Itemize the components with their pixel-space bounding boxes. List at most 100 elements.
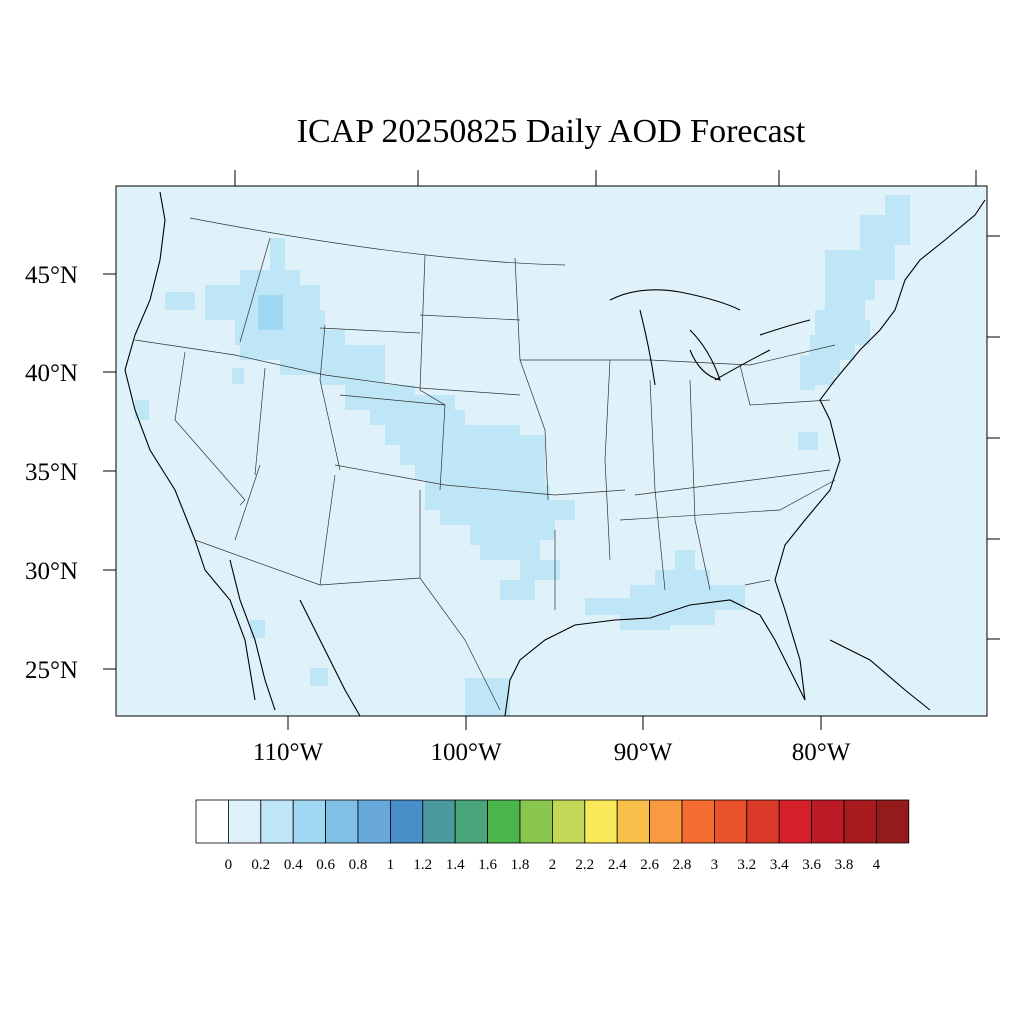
colorbar-swatch xyxy=(422,799,456,844)
colorbar-swatch xyxy=(714,799,748,844)
colorbar-label: 2.4 xyxy=(608,857,627,873)
colorbar-swatch xyxy=(454,799,489,844)
lake-huron xyxy=(689,329,721,381)
mexico-west-coast xyxy=(299,599,361,717)
lake-erie xyxy=(714,349,771,381)
colorbar-swatch xyxy=(649,799,683,844)
boundary-wy-north xyxy=(319,327,421,334)
us-canada-border xyxy=(189,217,566,266)
boundary-az-west xyxy=(234,464,261,541)
colorbar-label: 0.8 xyxy=(349,857,368,873)
colorbar-label: 3.8 xyxy=(835,857,854,873)
longitude-labels: 110°W 100°W 90°W 80°W xyxy=(253,739,851,766)
colorbar-swatch xyxy=(260,799,294,844)
colorbar-swatch xyxy=(552,799,586,844)
boundary-rio-grande xyxy=(419,577,501,711)
coastlines xyxy=(124,191,986,717)
boundary-nv-ut xyxy=(254,367,266,476)
lon-label: 100°W xyxy=(430,739,501,766)
lake-michigan xyxy=(639,309,656,386)
lat-label: 30°N xyxy=(25,558,78,585)
plume-idaho-north xyxy=(270,238,285,270)
latitude-labels: 45°N 40°N 35°N 30°N 25°N xyxy=(25,262,78,684)
colorbar-labels: 0 0.2 0.4 0.6 0.8 1 1.2 1.4 1.6 1.8 2 2.2 2.4 2.6 2.8 3… xyxy=(225,857,881,873)
colorbar-label: 4 xyxy=(873,857,881,873)
boundary-42n xyxy=(134,339,521,396)
colorbar xyxy=(195,799,910,844)
colorbar-swatch xyxy=(487,799,521,844)
colorbar-swatch xyxy=(227,799,262,844)
colorbar-swatch xyxy=(195,799,229,844)
colorbar-swatch xyxy=(292,799,327,844)
boundary-mississippi xyxy=(604,359,611,561)
colorbar-swatch xyxy=(389,799,424,844)
lon-label: 110°W xyxy=(253,739,324,766)
colorbar-swatch xyxy=(681,799,715,844)
plume-baja xyxy=(250,620,265,638)
colorbar-label: 2.8 xyxy=(673,857,692,873)
colorbar-swatch xyxy=(746,799,780,844)
colorbar-swatch xyxy=(843,799,877,844)
boundary-fl-ga xyxy=(744,579,771,586)
colorbar-label: 0 xyxy=(225,857,233,873)
lake-ontario xyxy=(759,319,811,336)
plume-northeast xyxy=(800,195,910,390)
plume-core-idaho xyxy=(258,295,283,330)
boundary-105w xyxy=(419,254,446,491)
colorbar-swatch xyxy=(778,799,813,844)
boundary-pa xyxy=(739,364,831,406)
boundary-az-nm xyxy=(319,474,336,586)
colorbar-label: 3.6 xyxy=(802,857,821,873)
colorbar-label: 0.6 xyxy=(316,857,335,873)
colorbar-swatch xyxy=(584,799,618,844)
plume-mexico xyxy=(310,668,328,686)
colorbar-label: 1.6 xyxy=(478,857,497,873)
colorbar-swatch xyxy=(357,799,391,844)
baja-coast xyxy=(229,559,276,711)
caribbean-islands xyxy=(829,639,931,711)
boundary-il-in xyxy=(649,379,666,591)
colorbar-label: 1.4 xyxy=(446,857,465,873)
lat-label: 25°N xyxy=(25,657,78,684)
colorbar-label: 2 xyxy=(549,857,557,873)
boundary-id-west xyxy=(239,237,271,343)
tick-marks xyxy=(103,170,1000,730)
colorbar-label: 3 xyxy=(711,857,719,873)
colorbar-swatch xyxy=(876,799,910,844)
boundary-mn-ia xyxy=(514,257,549,501)
plume-california xyxy=(135,400,149,420)
state-boundaries xyxy=(134,217,836,711)
boundary-40n-east xyxy=(520,359,751,366)
colorbar-label: 1.2 xyxy=(413,857,432,873)
colorbar-label: 2.2 xyxy=(575,857,594,873)
boundary-ky-tn xyxy=(634,469,831,496)
boundary-37n xyxy=(334,464,626,496)
map-frame xyxy=(115,185,988,717)
lat-label: 35°N xyxy=(25,459,78,486)
colorbar-swatch xyxy=(519,799,553,844)
plume-oregon xyxy=(165,292,195,310)
atlantic-coast xyxy=(774,199,986,701)
boundary-in-oh xyxy=(689,379,711,591)
map-panel xyxy=(103,170,1000,730)
aod-plumes xyxy=(135,195,910,716)
plume-virginia xyxy=(798,432,818,450)
boundary-nd-sd xyxy=(419,314,521,321)
boundary-mexico-west xyxy=(194,490,421,586)
colorbar-label: 3.2 xyxy=(737,857,756,873)
plume-nevada xyxy=(232,368,244,384)
boundary-ut-wy xyxy=(319,324,341,471)
pacific-coast xyxy=(124,191,256,701)
colorbar-label: 0.4 xyxy=(284,857,303,873)
colorbar-swatch xyxy=(325,799,359,844)
colorbar-label: 1 xyxy=(387,857,395,873)
boundary-tn-south xyxy=(619,479,836,521)
boundary-ca-nv xyxy=(174,351,246,506)
gulf-coast xyxy=(504,599,806,717)
colorbar-label: 2.6 xyxy=(640,857,659,873)
colorbar-swatch xyxy=(616,799,651,844)
lat-label: 45°N xyxy=(25,262,78,289)
colorbar-label: 0.2 xyxy=(251,857,270,873)
colorbar-label: 1.8 xyxy=(511,857,530,873)
